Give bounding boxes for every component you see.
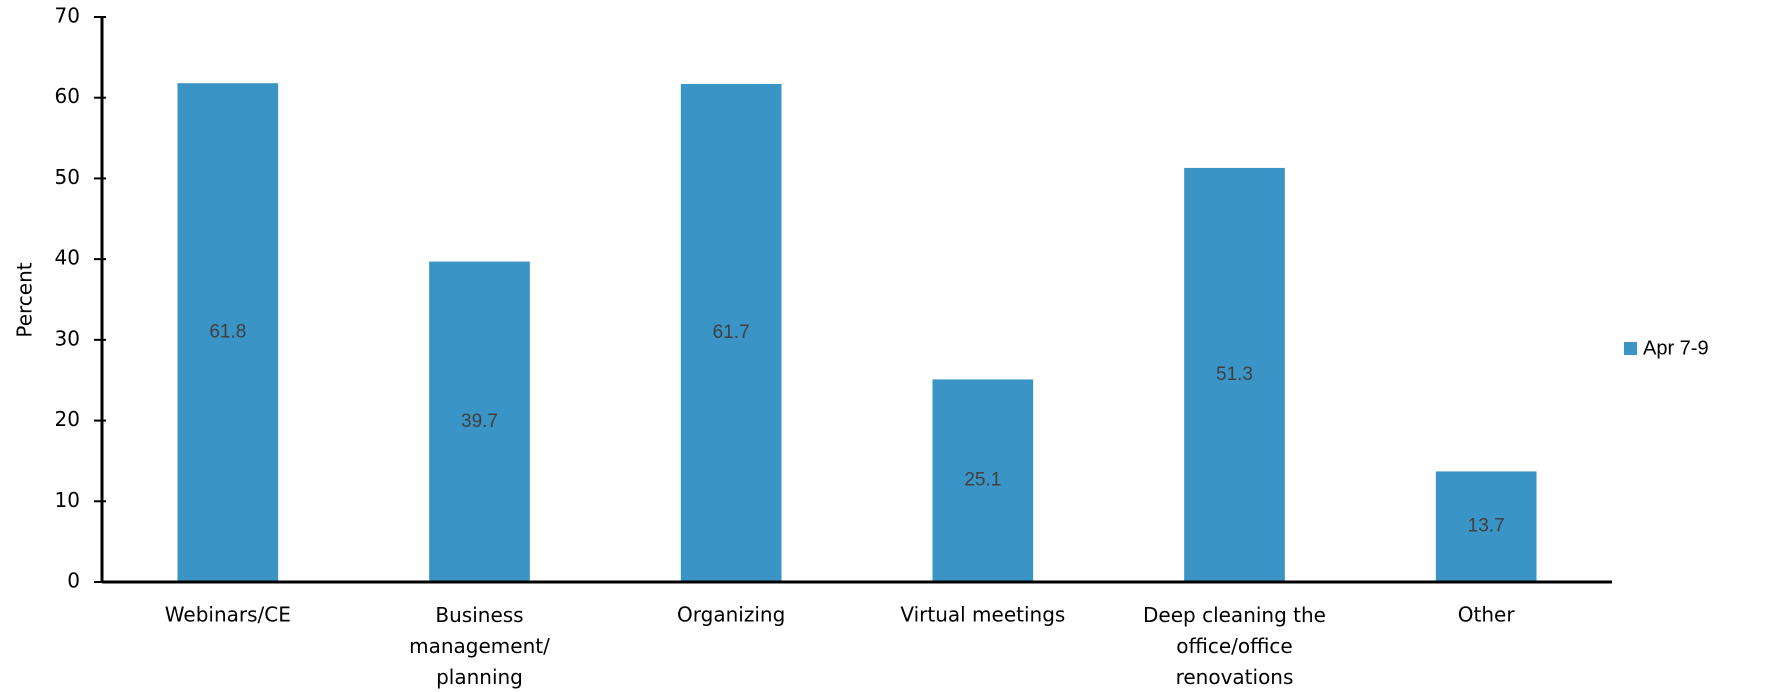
data-label: 61.8 <box>209 322 246 343</box>
bar <box>429 261 530 582</box>
bar <box>680 83 782 582</box>
x-tick-label: Virtual meetings <box>900 603 1065 627</box>
bar <box>177 83 279 582</box>
data-label: 25.1 <box>964 470 1001 491</box>
x-tick-label: Other <box>1458 603 1516 627</box>
bar <box>1184 167 1285 582</box>
data-label: 61.7 <box>713 322 750 343</box>
y-tick-label: 30 <box>55 326 80 350</box>
y-tick-label: 60 <box>55 84 80 108</box>
y-tick-label: 50 <box>55 165 80 189</box>
x-tick-label: Deep cleaning the office/office renovation… <box>1143 603 1326 689</box>
y-axis-label: Percent <box>13 262 37 337</box>
data-label: 51.3 <box>1216 364 1253 385</box>
legend-swatch <box>1624 342 1637 355</box>
bar <box>1435 471 1537 582</box>
y-tick-label: 0 <box>67 569 80 593</box>
y-tick-label: 10 <box>55 488 80 512</box>
legend-label: Apr 7-9 <box>1643 337 1709 359</box>
data-label: 39.7 <box>461 411 498 432</box>
x-tick-label: Business management/planning <box>409 603 550 689</box>
bar <box>932 379 1034 582</box>
x-tick-label: Webinars/CE <box>165 603 291 627</box>
data-label: 13.7 <box>1468 516 1505 537</box>
y-tick-label: 70 <box>55 4 80 28</box>
y-tick-label: 20 <box>55 407 80 431</box>
x-tick-label: Organizing <box>677 603 785 627</box>
y-tick-label: 40 <box>55 246 80 270</box>
